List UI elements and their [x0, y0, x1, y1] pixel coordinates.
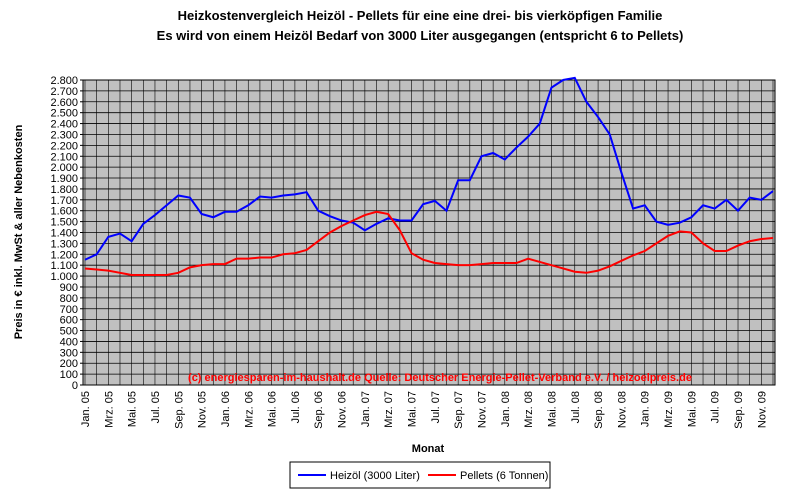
y-tick-label: 1.200 — [50, 249, 78, 261]
x-tick-label: Sep. 05 — [173, 391, 185, 429]
x-tick-label: Jul. 09 — [710, 391, 722, 423]
x-tick-label: Jul. 07 — [430, 391, 442, 423]
x-tick-label: Nov. 08 — [616, 391, 628, 428]
x-tick-label: Mai. 09 — [686, 391, 698, 427]
y-tick-label: 500 — [60, 326, 78, 338]
x-tick-label: Mai. 05 — [127, 391, 139, 427]
x-tick-label: Jul. 06 — [290, 391, 302, 423]
legend-box — [289, 461, 551, 489]
y-tick-label: 1.300 — [50, 238, 78, 250]
x-tick-label: Jan. 09 — [640, 391, 652, 427]
y-tick-label: 2.800 — [50, 75, 78, 87]
x-tick-label: Mrz. 06 — [243, 391, 255, 428]
y-tick-label: 200 — [60, 358, 78, 370]
x-tick-label: Mrz. 07 — [383, 391, 395, 428]
x-axis-label: Monat — [412, 443, 445, 455]
y-tick-label: 600 — [60, 315, 78, 327]
x-tick-label: Jan. 08 — [500, 391, 512, 427]
y-tick-label: 2.400 — [50, 119, 78, 131]
x-tick-label: Mai. 08 — [546, 391, 558, 427]
legend-label: Heizöl (3000 Liter) — [330, 470, 420, 482]
y-tick-label: 2.000 — [50, 162, 78, 174]
y-tick-label: 400 — [60, 336, 78, 348]
y-tick-label: 1.500 — [50, 217, 78, 229]
x-tick-label: Nov. 07 — [476, 391, 488, 428]
x-tick-label: Nov. 05 — [197, 391, 209, 428]
y-tick-label: 1.000 — [50, 271, 78, 283]
x-tick-label: Mrz. 08 — [523, 391, 535, 428]
y-tick-label: 300 — [60, 347, 78, 359]
y-tick-label: 2.200 — [50, 140, 78, 152]
y-tick-label: 700 — [60, 304, 78, 316]
y-tick-label: 1.600 — [50, 206, 78, 218]
chart-subtitle: Es wird von einem Heizöl Bedarf von 3000… — [157, 28, 684, 43]
y-tick-label: 1.100 — [50, 260, 78, 272]
y-tick-label: 2.300 — [50, 129, 78, 141]
y-tick-label: 900 — [60, 282, 78, 294]
x-tick-label: Jul. 05 — [150, 391, 162, 423]
y-tick-label: 1.700 — [50, 195, 78, 207]
x-tick-label: Sep. 08 — [593, 391, 605, 429]
series-line — [84, 76, 774, 261]
y-tick-label: 100 — [60, 369, 78, 381]
x-tick-label: Jul. 08 — [570, 391, 582, 423]
chart-title: Heizkostenvergleich Heizöl - Pellets für… — [178, 8, 663, 23]
y-tick-label: 2.500 — [50, 108, 78, 120]
y-tick-label: 1.400 — [50, 228, 78, 240]
x-tick-label: Sep. 09 — [733, 391, 745, 429]
x-tick-label: Sep. 07 — [453, 391, 465, 429]
x-tick-label: Sep. 06 — [313, 391, 325, 429]
x-tick-label: Mai. 06 — [267, 391, 279, 427]
x-tick-label: Jan. 07 — [360, 391, 372, 427]
series-line — [84, 210, 774, 276]
y-tick-label: 2.100 — [50, 151, 78, 163]
y-tick-label: 800 — [60, 293, 78, 305]
annotation: (c) energiesparen-im-haushalt.de Quelle:… — [188, 372, 692, 384]
x-tick-label: Nov. 09 — [756, 391, 768, 428]
x-tick-label: Nov. 06 — [337, 391, 349, 428]
y-tick-label: 2.700 — [50, 86, 78, 98]
y-axis-label: Preis in € inkl. MwSt & aller Nebenkoste… — [13, 124, 25, 339]
y-tick-label: 1.900 — [50, 173, 78, 185]
legend-label: Pellets (6 Tonnen) — [460, 470, 548, 482]
x-tick-label: Mai. 07 — [407, 391, 419, 427]
y-tick-label: 0 — [72, 380, 78, 392]
y-tick-label: 2.600 — [50, 97, 78, 109]
x-tick-label: Mrz. 05 — [103, 391, 115, 428]
y-tick-label: 1.800 — [50, 184, 78, 196]
x-tick-label: Jan. 05 — [80, 391, 92, 427]
x-tick-label: Jan. 06 — [220, 391, 232, 427]
x-tick-label: Mrz. 09 — [663, 391, 675, 428]
